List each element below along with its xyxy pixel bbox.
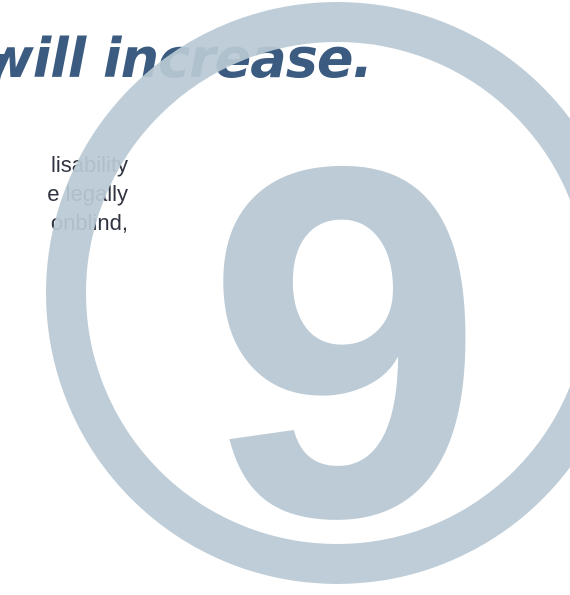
body-line-1: lisability (50, 152, 128, 177)
body-line-3: onblind, (50, 210, 128, 235)
headline-fragment-mark (0, 32, 14, 91)
headline-letter-fragment (0, 54, 6, 80)
body-line-2: e legally (47, 181, 128, 206)
badge-ring (46, 2, 570, 584)
headline: will increase. (0, 27, 373, 90)
badge-number: 9 (206, 62, 484, 595)
body-paragraph: lisability e legally onblind, (47, 150, 128, 237)
